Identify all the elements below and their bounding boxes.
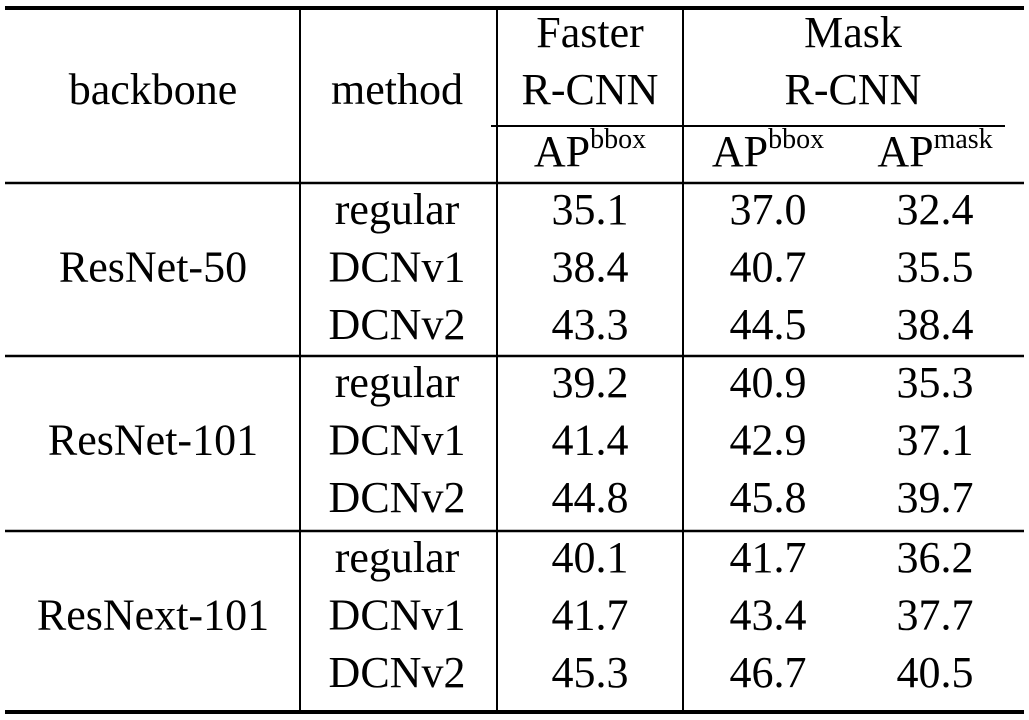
- header-cell: R-CNN: [785, 65, 922, 114]
- backbone-cell: ResNet-101: [48, 416, 258, 465]
- header-cell: method: [331, 65, 463, 114]
- value-cell: 44.8: [552, 473, 629, 522]
- value-cell: 40.9: [730, 358, 807, 407]
- subheader-cell: APbbox: [534, 124, 646, 176]
- method-cell: regular: [335, 185, 460, 234]
- value-cell: 40.1: [552, 533, 629, 582]
- value-cell: 37.0: [730, 185, 807, 234]
- value-cell: 35.3: [897, 358, 974, 407]
- subheader-cell: APbbox: [712, 124, 824, 176]
- value-cell: 32.4: [897, 185, 974, 234]
- method-cell: DCNv2: [329, 648, 466, 697]
- subheader-sup: mask: [934, 124, 993, 155]
- backbone-cell: ResNext-101: [37, 591, 269, 640]
- value-cell: 35.5: [897, 243, 974, 292]
- value-cell: 43.4: [730, 591, 807, 640]
- value-cell: 44.5: [730, 300, 807, 349]
- value-cell: 36.2: [897, 533, 974, 582]
- value-cell: 45.3: [552, 648, 629, 697]
- value-cell: 38.4: [552, 243, 629, 292]
- value-cell: 41.7: [730, 533, 807, 582]
- method-cell: DCNv1: [329, 591, 466, 640]
- value-cell: 45.8: [730, 473, 807, 522]
- value-cell: 40.7: [730, 243, 807, 292]
- header-cell: Mask: [804, 8, 902, 57]
- header-cell: R-CNN: [522, 65, 659, 114]
- value-cell: 39.7: [897, 473, 974, 522]
- header-cell: Faster: [536, 8, 644, 57]
- subheader-base: AP: [712, 127, 768, 176]
- method-cell: DCNv2: [329, 300, 466, 349]
- value-cell: 35.1: [552, 185, 629, 234]
- value-cell: 37.1: [897, 416, 974, 465]
- subheader-sup: bbox: [768, 124, 824, 155]
- value-cell: 41.4: [552, 416, 629, 465]
- value-cell: 41.7: [552, 591, 629, 640]
- method-cell: regular: [335, 358, 460, 407]
- value-cell: 40.5: [897, 648, 974, 697]
- method-cell: regular: [335, 533, 460, 582]
- value-cell: 42.9: [730, 416, 807, 465]
- subheader-base: AP: [877, 127, 933, 176]
- method-cell: DCNv1: [329, 243, 466, 292]
- method-cell: DCNv1: [329, 416, 466, 465]
- value-cell: 39.2: [552, 358, 629, 407]
- value-cell: 43.3: [552, 300, 629, 349]
- backbone-cell: ResNet-50: [59, 243, 247, 292]
- method-cell: DCNv2: [329, 473, 466, 522]
- value-cell: 46.7: [730, 648, 807, 697]
- value-cell: 37.7: [897, 591, 974, 640]
- value-cell: 38.4: [897, 300, 974, 349]
- subheader-sup: bbox: [590, 124, 646, 155]
- subheader-base: AP: [534, 127, 590, 176]
- subheader-cell: APmask: [877, 124, 992, 176]
- header-cell: backbone: [69, 65, 238, 114]
